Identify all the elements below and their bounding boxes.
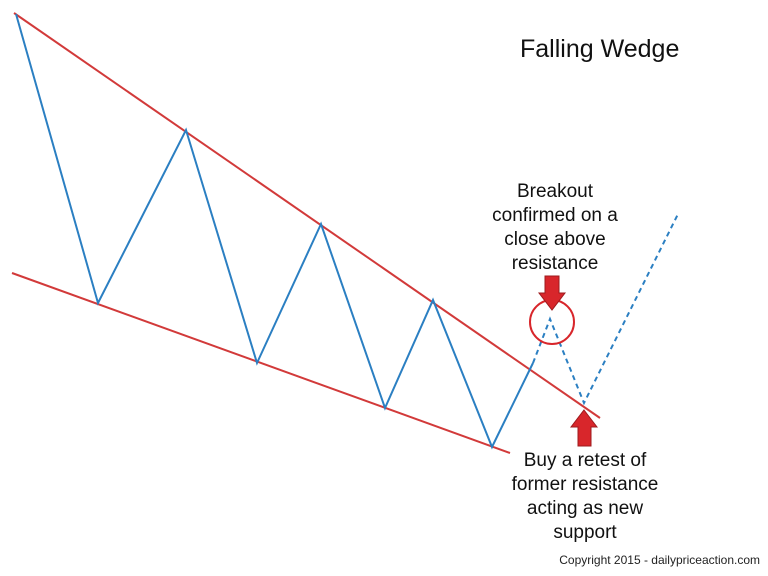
- retest-annotation-line: acting as new: [526, 498, 644, 519]
- retest-annotation-line: support: [553, 522, 617, 543]
- breakout-annotation-line: confirmed on a: [492, 205, 618, 226]
- breakout-annotation-line: close above: [504, 229, 606, 250]
- projected-price-path: [532, 213, 679, 406]
- retest-up-arrow-icon: [569, 409, 599, 447]
- resistance-trend-line: [13, 12, 601, 419]
- copyright-notice: Copyright 2015 - dailypriceaction.com: [559, 553, 760, 567]
- breakout-annotation-line: resistance: [511, 253, 599, 274]
- breakout-annotation: Breakout confirmed on a close above resi…: [460, 180, 650, 276]
- support-trend-line: [11, 272, 511, 454]
- price-path: [15, 13, 534, 450]
- breakout-annotation-line: Breakout: [516, 181, 594, 202]
- breakout-down-arrow-icon: [537, 275, 567, 311]
- diagram-title: Falling Wedge: [520, 35, 680, 63]
- retest-annotation-line: former resistance: [511, 474, 659, 495]
- retest-annotation: Buy a retest of former resistance acting…: [500, 449, 670, 545]
- retest-annotation-line: Buy a retest of: [523, 450, 647, 471]
